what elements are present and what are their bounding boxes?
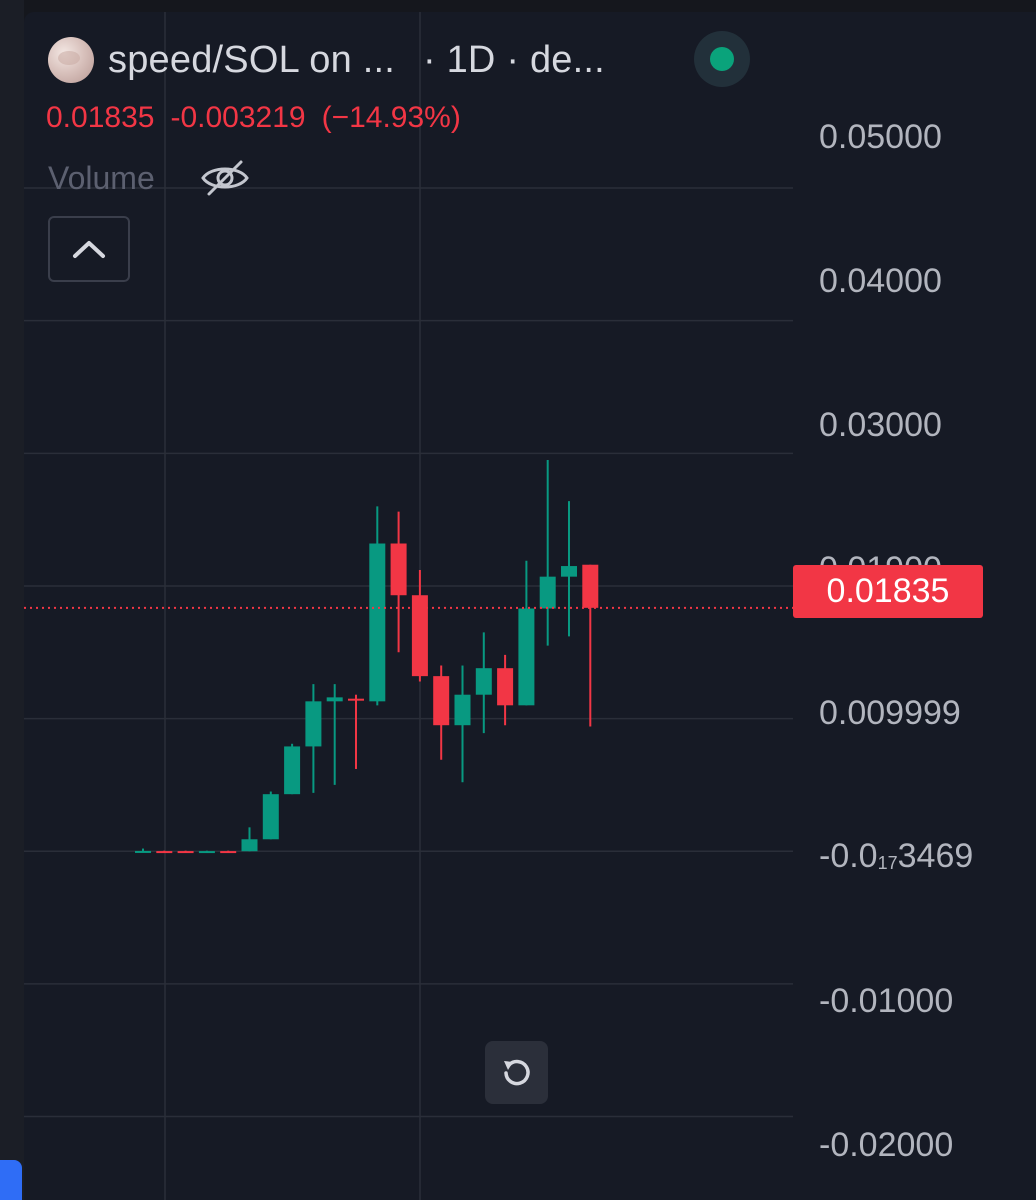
candle-up[interactable] [284,746,301,795]
candle-down[interactable] [433,676,450,726]
price-change: -0.003219 [170,101,306,134]
price-change-percent: (−14.93%) [321,101,461,134]
symbol-header[interactable]: speed/SOL on ... · 1D · de... [48,36,605,84]
y-tick-label-small: -0.0173469 [819,837,974,875]
candle-up[interactable] [326,697,343,702]
collapse-legend-button[interactable] [48,216,130,282]
reset-chart-button[interactable] [485,1041,548,1104]
candle-up[interactable] [262,794,279,840]
market-status [694,31,750,87]
candle-up[interactable] [454,694,471,726]
volume-label: Volume [48,159,155,196]
y-tick-label: -0.01000 [819,982,954,1020]
candle-down[interactable] [497,668,514,706]
y-tick-label: -0.02000 [819,1126,954,1164]
candles [135,459,599,854]
candle-down[interactable] [582,564,599,608]
rotate-left-icon [503,1059,530,1085]
candle-down[interactable] [390,543,407,596]
candle-down[interactable] [156,851,173,854]
last-price-tag: 0.01835 [793,565,983,618]
candle-up[interactable] [241,839,258,852]
y-tick-label: 0.04000 [819,262,942,300]
candle-up[interactable] [475,668,492,695]
volume-indicator-row: Volume [48,156,251,200]
price-row: 0.01835 -0.003219 (−14.93%) [46,98,461,138]
candle-up[interactable] [518,608,535,706]
last-price: 0.01835 [46,101,155,134]
status-dot-icon [710,47,734,71]
chevron-up-icon [73,241,105,258]
y-tick-label: 0.03000 [819,406,942,444]
symbol-title[interactable]: speed/SOL on ... [108,38,395,81]
candle-down[interactable] [348,698,364,701]
candle-up[interactable] [369,543,386,702]
candle-down[interactable] [220,851,237,854]
candle-up[interactable] [305,701,322,747]
candle-up[interactable] [561,566,577,577]
token-avatar [48,37,94,83]
candle-down[interactable] [411,595,428,677]
candle-up[interactable] [198,851,215,854]
chart-grid [24,12,793,1200]
candle-down[interactable] [177,851,194,854]
y-tick-label: 0.009999 [819,694,961,732]
interval-text[interactable]: · 1D · de... [422,38,605,81]
side-scroll-tab[interactable] [0,1160,22,1200]
eye-off-icon[interactable] [199,158,251,198]
candle-up[interactable] [539,576,556,609]
left-edge-strip [0,0,24,1200]
y-tick-label: 0.05000 [819,118,942,156]
candle-up[interactable] [135,850,151,853]
